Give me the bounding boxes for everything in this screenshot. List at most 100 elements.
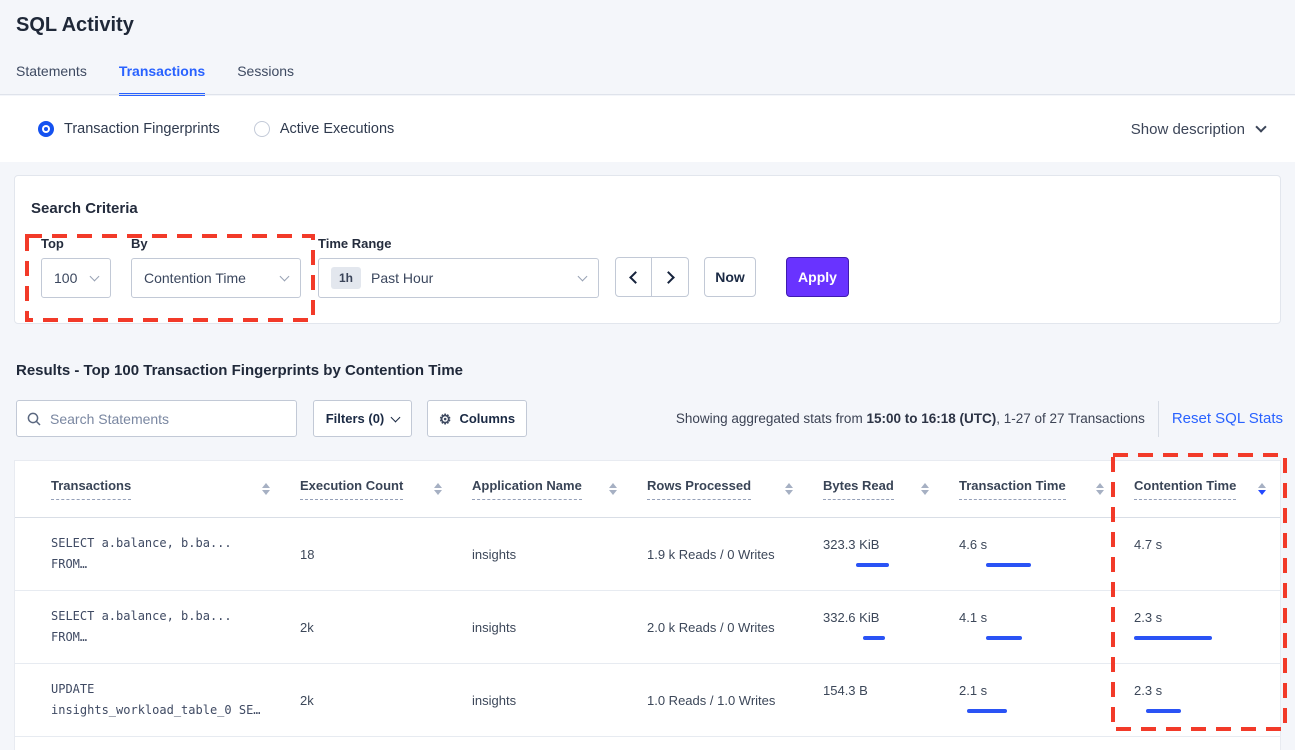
columns-label: Columns — [459, 411, 516, 426]
by-select-value: Contention Time — [144, 270, 246, 286]
bytes-read-cell: 323.3 KiB — [823, 537, 959, 571]
time-pager — [615, 257, 689, 297]
show-description-toggle[interactable]: Show description — [1130, 120, 1267, 138]
rows-processed-cell: 1.0 Reads / 1.0 Writes — [647, 692, 776, 708]
top-select-value: 100 — [54, 270, 78, 286]
transaction-time-bar — [959, 632, 1037, 644]
sort-icon[interactable] — [1096, 483, 1104, 495]
by-label: By — [131, 236, 148, 251]
bytes-read-cell: 154.3 B — [823, 683, 959, 717]
transaction-fingerprint-link[interactable]: SELECT a.balance, b.ba... FROM… — [51, 536, 232, 571]
time-range-badge: 1h — [331, 267, 362, 289]
radio-unselected-icon — [253, 121, 270, 137]
top-select[interactable]: 100 — [41, 258, 111, 298]
transaction-fingerprint-link[interactable]: UPDATE insights_workload_table_0 SE… — [51, 682, 261, 717]
contention-time-cell: 4.7 s — [1134, 537, 1268, 571]
application-name-cell: insights — [472, 546, 517, 562]
sort-icon[interactable] — [262, 483, 270, 495]
column-header-bytes-read[interactable]: Bytes Read — [823, 478, 959, 500]
by-select[interactable]: Contention Time — [131, 258, 301, 298]
gear-icon: ⚙ — [438, 410, 452, 427]
chevron-right-icon — [661, 270, 675, 284]
reset-sql-stats-link[interactable]: Reset SQL Stats — [1171, 410, 1283, 427]
filters-label: Filters (0) — [325, 411, 385, 426]
prev-time-button[interactable] — [615, 257, 652, 297]
show-description-label: Show description — [1130, 120, 1245, 138]
radio-active-executions[interactable]: Active Executions — [253, 121, 395, 137]
aggregated-stats-text: Showing aggregated stats from 15:00 to 1… — [675, 411, 1145, 426]
rows-processed-cell: 2.0 k Reads / 0 Writes — [647, 619, 775, 635]
contention-time-cell: 2.3 s — [1134, 610, 1268, 644]
bytes-read-cell: 332.6 KiB — [823, 610, 959, 644]
transaction-time-bar — [959, 705, 1037, 717]
column-header-transaction-time[interactable]: Transaction Time — [959, 478, 1134, 500]
results-toolbar: Filters (0) ⚙ Columns Showing aggregated… — [0, 400, 1295, 438]
page-title: SQL Activity — [16, 14, 134, 36]
columns-button[interactable]: ⚙ Columns — [427, 400, 527, 437]
bytes-read-bar — [823, 559, 901, 571]
column-header-application-name[interactable]: Application Name — [472, 478, 647, 500]
vertical-divider — [1157, 400, 1159, 437]
search-icon — [27, 412, 41, 426]
execution-count-cell: 18 — [300, 547, 472, 562]
search-criteria-card: Search Criteria Top 100 By Contention Ti… — [14, 175, 1281, 324]
column-header-rows-processed[interactable]: Rows Processed — [647, 478, 823, 500]
contention-time-bar — [1134, 705, 1212, 717]
tab-sessions[interactable]: Sessions — [237, 63, 295, 79]
time-range-select[interactable]: 1h Past Hour — [318, 258, 599, 298]
chevron-down-icon — [577, 271, 588, 282]
contention-time-bar — [1134, 632, 1212, 644]
bytes-read-bar — [823, 705, 901, 717]
tab-statements[interactable]: Statements — [16, 63, 87, 79]
sort-icon[interactable] — [609, 483, 617, 495]
chevron-down-icon — [89, 271, 100, 282]
tabs-divider — [0, 94, 1295, 95]
column-header-execution-count[interactable]: Execution Count — [300, 478, 472, 500]
bytes-read-bar — [823, 632, 901, 644]
chevron-down-icon — [390, 412, 401, 423]
transaction-time-bar — [959, 559, 1037, 571]
results-table: Transactions Execution Count Application… — [14, 460, 1281, 750]
execution-count-cell: 2k — [300, 620, 472, 635]
filters-button[interactable]: Filters (0) — [313, 400, 412, 437]
sort-icon[interactable] — [785, 483, 793, 495]
search-statements-box[interactable] — [16, 400, 297, 437]
radio-label: Transaction Fingerprints — [64, 121, 220, 137]
table-row[interactable]: SELECT a.balance, b.ba... FROM… 18 insigh… — [15, 518, 1280, 591]
transaction-fingerprint-link[interactable]: SELECT a.balance, b.ba... FROM… — [51, 609, 232, 644]
search-statements-input[interactable] — [50, 410, 286, 427]
transaction-time-cell: 4.6 s — [959, 537, 1134, 571]
execution-count-bar — [371, 548, 449, 560]
results-heading: Results - Top 100 Transaction Fingerprin… — [16, 362, 464, 379]
radio-transaction-fingerprints[interactable]: Transaction Fingerprints — [38, 121, 220, 137]
execution-count-cell: 2k — [300, 693, 472, 708]
column-header-contention-time[interactable]: Contention Time — [1134, 478, 1268, 500]
top-label: Top — [41, 236, 64, 251]
table-row[interactable]: UPDATE insights_workload_table_0 SE… 2k i… — [15, 664, 1280, 737]
next-time-button[interactable] — [652, 257, 689, 297]
top-field: Top 100 — [41, 236, 111, 298]
now-button[interactable]: Now — [704, 257, 756, 297]
search-criteria-heading: Search Criteria — [31, 200, 138, 217]
chevron-down-icon — [279, 271, 290, 282]
rows-processed-cell: 1.9 k Reads / 0 Writes — [647, 546, 775, 562]
time-range-value: Past Hour — [371, 270, 434, 286]
application-name-cell: insights — [472, 619, 517, 635]
transaction-time-cell: 2.1 s — [959, 683, 1134, 717]
time-range-field: Time Range 1h Past Hour — [318, 236, 599, 298]
application-name-cell: insights — [472, 692, 517, 708]
table-header-row: Transactions Execution Count Application… — [15, 461, 1280, 518]
radio-label: Active Executions — [279, 121, 395, 137]
sort-icon-active-desc[interactable] — [1258, 483, 1266, 495]
tab-transactions[interactable]: Transactions — [118, 63, 206, 96]
column-header-transactions[interactable]: Transactions — [51, 478, 300, 500]
radio-selected-icon — [38, 121, 54, 137]
table-row[interactable]: SELECT a.balance, b.ba... FROM… 2k insigh… — [15, 591, 1280, 664]
apply-button[interactable]: Apply — [786, 257, 849, 297]
execution-count-bar — [371, 621, 449, 633]
sort-icon[interactable] — [921, 483, 929, 495]
transaction-time-cell: 4.1 s — [959, 610, 1134, 644]
sort-icon[interactable] — [434, 483, 442, 495]
stats-area: Showing aggregated stats from 15:00 to 1… — [676, 400, 1283, 437]
